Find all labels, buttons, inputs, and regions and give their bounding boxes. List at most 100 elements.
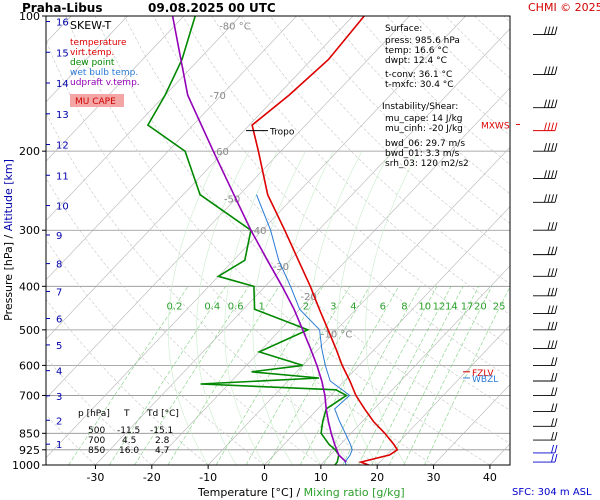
wind-barb-flag xyxy=(551,194,554,203)
x-axis-label-mixing: Mixing ratio [g/kg] xyxy=(304,486,405,499)
wind-barb-flag xyxy=(551,287,554,296)
panel-line-2: press: 985.6 hPa xyxy=(385,36,460,46)
wind-barb-flag xyxy=(554,222,558,231)
series-dew-point-line xyxy=(146,16,348,465)
wind-barb-flag xyxy=(554,122,558,131)
wind-barb-flag xyxy=(554,387,558,396)
mixing-ratio-label: 0.2 xyxy=(167,301,183,312)
isotherm-line xyxy=(95,28,510,465)
km-tick-label: 15 xyxy=(56,48,69,59)
km-tick-label: 5 xyxy=(56,341,62,352)
x-axis-label: Temperature [°C] / Mixing ratio [g/kg] xyxy=(197,486,405,499)
km-tick-label: 3 xyxy=(56,392,62,403)
isotherm-label: -50 xyxy=(224,195,240,206)
isotherm-line xyxy=(546,16,600,465)
wind-barb-flag xyxy=(551,122,554,131)
wind-barb-flag xyxy=(554,99,558,108)
wind-barb-flag xyxy=(551,222,554,231)
mixing-ratio-line xyxy=(167,286,280,465)
mixing-ratio-label: 6 xyxy=(380,301,386,312)
km-tick-label: 4 xyxy=(56,367,62,378)
isotherm-label: -60 xyxy=(213,147,229,158)
wind-barb-flag xyxy=(547,99,551,108)
table-header-p: p [hPa] xyxy=(78,409,110,419)
wind-barb-flag xyxy=(551,305,554,314)
wind-barb-flag xyxy=(547,222,551,231)
dry-adiabat xyxy=(299,16,510,224)
km-tick-label: 13 xyxy=(56,110,69,121)
table-header-td: Td [°C] xyxy=(146,409,179,419)
moist-adiabat xyxy=(280,151,334,465)
plot-area xyxy=(46,16,510,465)
table-cell: 500 xyxy=(88,426,105,436)
isotherm-line xyxy=(151,87,510,465)
wind-barb-flag xyxy=(554,418,558,427)
panel-line-1: Surface: xyxy=(385,24,422,34)
wind-barb-flag xyxy=(554,66,558,75)
wind-barb-flag xyxy=(551,268,554,277)
y-tick-label: 850 xyxy=(19,427,40,440)
wind-barb-flag xyxy=(551,99,554,108)
station-name: Praha-Libus xyxy=(22,1,102,15)
legend-item-wet-bulb: wet bulb temp. xyxy=(70,68,138,78)
mu-cape-button-bg[interactable] xyxy=(70,94,124,107)
wind-barb-flag xyxy=(551,453,554,463)
wind-barb-flag xyxy=(544,99,547,108)
wind-barb-flag xyxy=(554,287,558,296)
mixing-ratio-line xyxy=(215,286,324,465)
table-cell: 850 xyxy=(88,446,105,456)
table-cell: -15.1 xyxy=(150,426,173,436)
wind-barb-flag xyxy=(544,170,547,179)
km-tick-label: 12 xyxy=(56,141,69,152)
wind-barb-flag xyxy=(547,268,551,277)
plot-frame xyxy=(45,15,511,466)
moist-adiabat xyxy=(224,151,278,465)
mixing-ratio-label: 2 xyxy=(303,301,309,312)
isotherm-label: -80 °C xyxy=(219,22,251,33)
wind-barb-flag xyxy=(551,387,554,396)
wind-barb-flag xyxy=(554,170,558,179)
wind-barb-flag xyxy=(554,246,558,255)
y-tick-label: 400 xyxy=(19,280,40,293)
series-temperature-line xyxy=(251,16,399,465)
km-tick-label: 14 xyxy=(56,79,69,90)
isotherm-line xyxy=(46,16,410,399)
sounding-table: p [hPa] T Td [°C] 500 -11.5 -15.1 700 4.… xyxy=(78,409,179,456)
wind-barb-flag xyxy=(551,418,554,427)
wind-barb-flag xyxy=(551,246,554,255)
surface-panel: Surface: press: 985.6 hPa temp: 16.6 °C … xyxy=(382,24,469,169)
dry-adiabat xyxy=(503,16,510,23)
table-cell: 2.8 xyxy=(155,436,170,446)
mixing-ratio-label: 8 xyxy=(401,301,407,312)
panel-line-8: mu_cape: 14 J/kg xyxy=(385,114,463,124)
dry-adiabat xyxy=(123,16,510,411)
wind-barb-flag xyxy=(554,143,558,152)
y-tick-label: 1000 xyxy=(12,459,40,472)
moist-adiabat xyxy=(167,151,222,465)
isotherm-line xyxy=(46,16,297,281)
mu-cape-button[interactable]: MU CAPE xyxy=(75,97,116,107)
mixing-ratio-line xyxy=(109,286,226,465)
wind-barb-flag xyxy=(547,246,551,255)
isotherm-line xyxy=(320,265,510,465)
panel-line-4: dwpt: 12.4 °C xyxy=(385,56,447,66)
dry-adiabat xyxy=(269,16,510,254)
isotherm-label: -10 °C xyxy=(321,330,353,341)
km-tick-label: 9 xyxy=(56,231,62,242)
isotherm-line xyxy=(46,16,185,162)
isotherm-line xyxy=(46,16,128,103)
mixing-ratio-label: 1 xyxy=(258,301,264,312)
wind-barb-flag xyxy=(554,357,558,366)
km-tick-label: 1 xyxy=(56,440,62,451)
table-cell: -11.5 xyxy=(117,426,140,436)
wind-barb-flag xyxy=(544,194,547,203)
run-time: 09.08.2025 00 UTC xyxy=(148,1,276,15)
km-tick-label: 16 xyxy=(56,18,69,29)
mixing-ratio-label: 14 xyxy=(445,301,458,312)
wind-barb-flag xyxy=(551,372,554,382)
y-tick-label: 600 xyxy=(19,359,40,372)
legend-item-virt-temp: virt.temp. xyxy=(70,48,114,58)
x-tick-label: 20 xyxy=(370,471,384,484)
mixing-ratio-label: 12 xyxy=(433,301,446,312)
wind-barb-flag xyxy=(551,431,554,441)
